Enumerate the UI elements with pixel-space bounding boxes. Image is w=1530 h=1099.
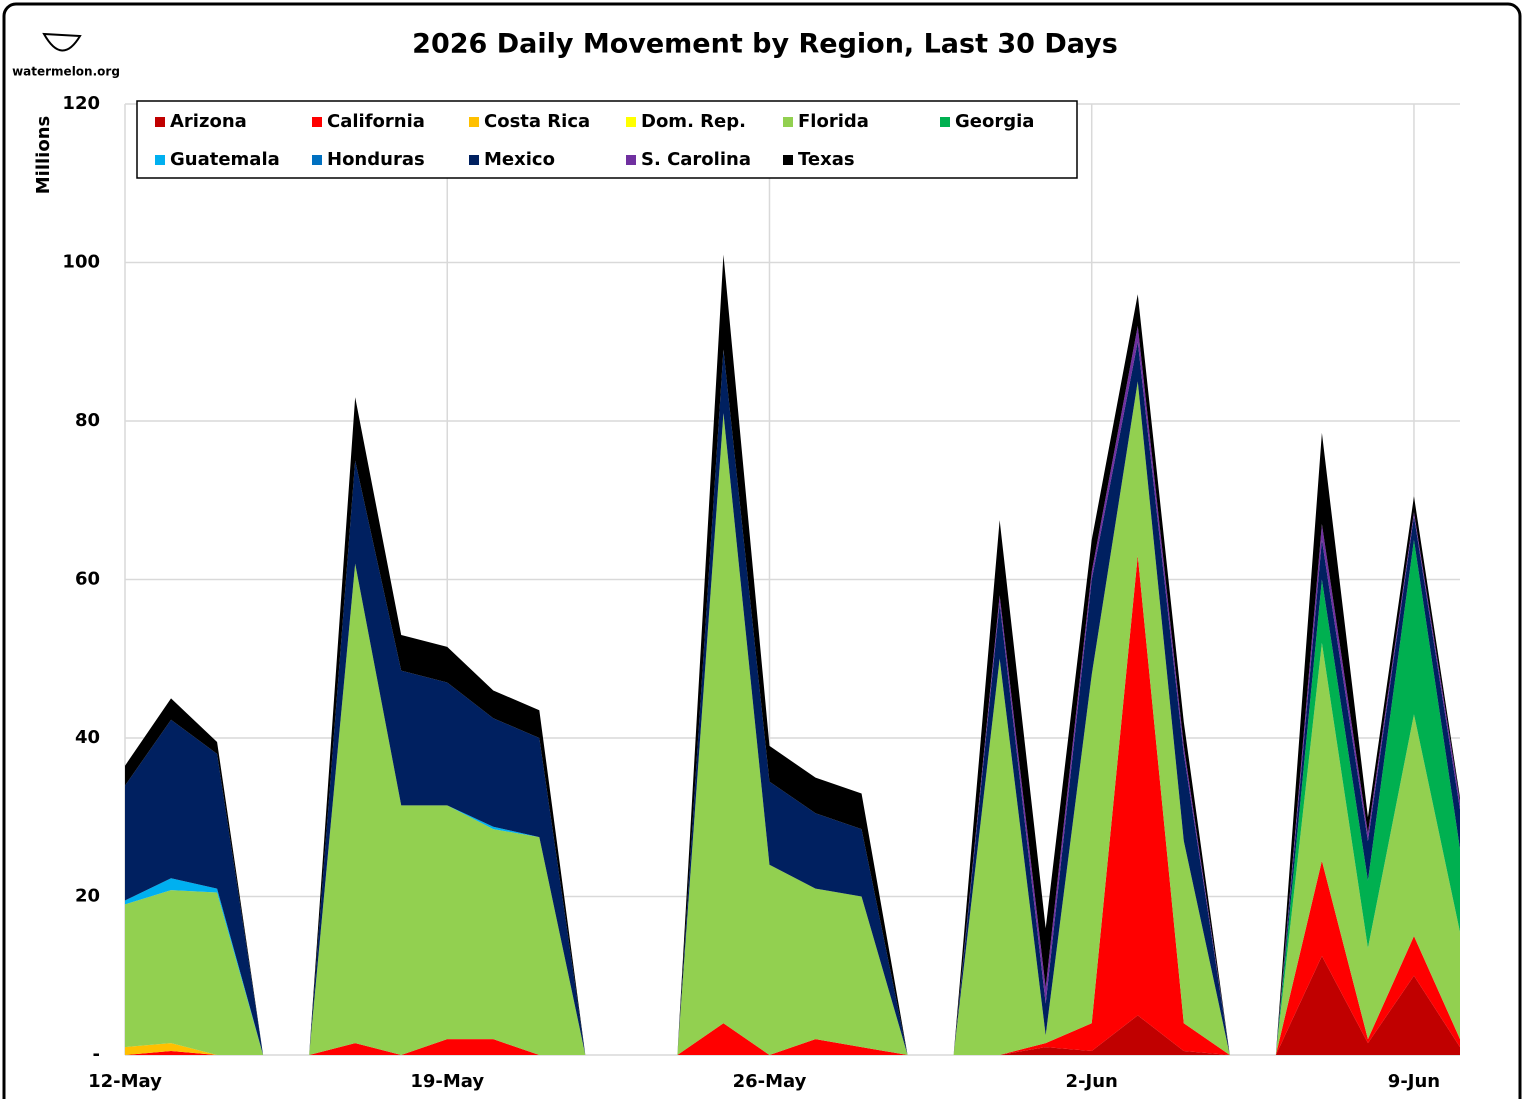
legend-label: Guatemala bbox=[170, 149, 280, 170]
legend-swatch bbox=[469, 117, 479, 127]
x-tick-label: 26-May bbox=[733, 1071, 807, 1092]
legend-box bbox=[136, 100, 1078, 179]
areas bbox=[125, 254, 1460, 1055]
y-tick-label: 60 bbox=[75, 569, 100, 590]
y-tick-label: 20 bbox=[75, 886, 100, 907]
y-tick-label: 80 bbox=[75, 410, 100, 431]
area bbox=[125, 555, 1460, 1055]
legend-swatch bbox=[312, 155, 322, 165]
legend-label: S. Carolina bbox=[641, 149, 751, 170]
area bbox=[125, 341, 1460, 1055]
legend-label: Honduras bbox=[327, 149, 425, 170]
axes: - 20 40 60 80 100 120 12-May 19-May 26-May 2-Jun 9-… bbox=[62, 93, 1440, 1092]
logo-icon bbox=[42, 32, 82, 52]
legend-swatch bbox=[626, 117, 636, 127]
y-tick-label: 40 bbox=[75, 727, 100, 748]
legend-swatch bbox=[155, 117, 165, 127]
legend-swatch bbox=[469, 155, 479, 165]
legend-swatch bbox=[312, 117, 322, 127]
legend-swatch bbox=[626, 155, 636, 165]
y-tick-label: 120 bbox=[62, 93, 100, 114]
y-axis-label: Millions bbox=[33, 116, 54, 195]
x-tick-label: 2-Jun bbox=[1066, 1071, 1118, 1092]
x-tick-label: 9-Jun bbox=[1388, 1071, 1440, 1092]
legend-label: Arizona bbox=[170, 111, 247, 132]
legend-label: California bbox=[327, 111, 425, 132]
legend-swatch bbox=[155, 155, 165, 165]
logo: watermelon.org bbox=[12, 32, 120, 79]
legend-label: Texas bbox=[798, 149, 855, 170]
chart-title: 2026 Daily Movement by Region, Last 30 D… bbox=[412, 29, 1118, 60]
legend-swatch bbox=[940, 117, 950, 127]
logo-text: watermelon.org bbox=[12, 65, 120, 79]
legend-label: Georgia bbox=[955, 111, 1034, 132]
legend-label: Dom. Rep. bbox=[641, 111, 746, 132]
y-tick-label: 100 bbox=[62, 252, 100, 273]
area bbox=[125, 381, 1460, 1055]
legend-swatch bbox=[783, 155, 793, 165]
legend-swatch bbox=[783, 117, 793, 127]
legend: Arizona California Costa Rica Dom. Rep. Flor… bbox=[136, 100, 1078, 179]
legend-label: Costa Rica bbox=[484, 111, 590, 132]
area bbox=[125, 955, 1460, 1055]
x-tick-label: 19-May bbox=[410, 1071, 484, 1092]
legend-label: Mexico bbox=[484, 149, 555, 170]
y-tick-label: - bbox=[93, 1044, 100, 1065]
legend-label: Florida bbox=[798, 111, 869, 132]
x-tick-label: 12-May bbox=[88, 1071, 162, 1092]
